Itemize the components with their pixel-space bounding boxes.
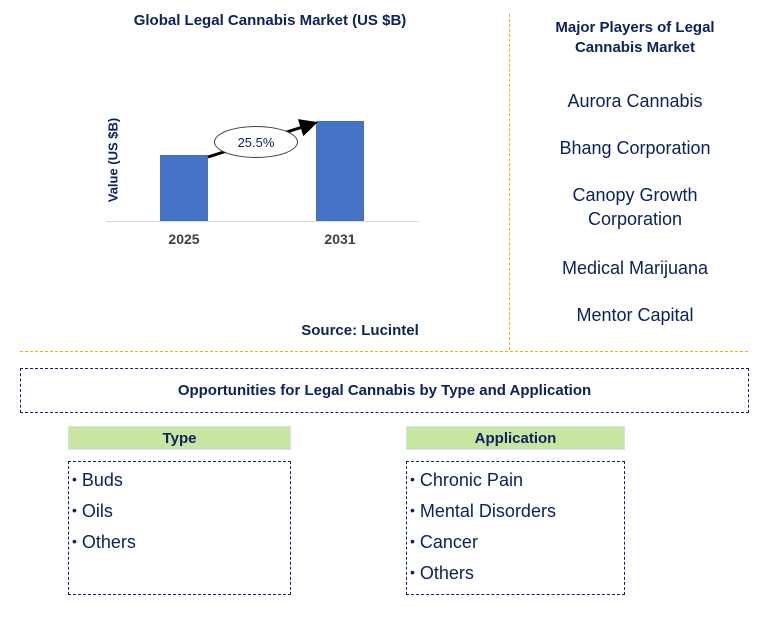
application-header: Application bbox=[406, 426, 625, 450]
horizontal-divider bbox=[20, 351, 748, 352]
source-label: Source: Lucintel bbox=[301, 322, 419, 339]
y-axis-label: Value (US $B) bbox=[105, 117, 121, 203]
application-list: Chronic Pain Mental Disorders Cancer Oth… bbox=[406, 461, 625, 595]
bar-2031 bbox=[316, 121, 364, 221]
player-item: Aurora Cannabis bbox=[567, 91, 703, 111]
cagr-label: 25.5% bbox=[214, 126, 298, 158]
x-tick-2031: 2031 bbox=[324, 231, 356, 247]
type-item: Buds bbox=[72, 464, 290, 495]
x-axis-line bbox=[106, 221, 419, 222]
application-item: Chronic Pain bbox=[410, 464, 624, 495]
application-item: Others bbox=[410, 557, 624, 588]
type-list: Buds Oils Others bbox=[68, 461, 291, 595]
player-item: Medical Marijuana bbox=[561, 258, 709, 278]
type-item: Others bbox=[72, 526, 290, 557]
player-item: Mentor Capital bbox=[576, 305, 694, 325]
players-title: Major Players of Legal Cannabis Market bbox=[555, 19, 715, 56]
x-tick-2025: 2025 bbox=[168, 231, 200, 247]
type-item: Oils bbox=[72, 495, 290, 526]
vertical-divider bbox=[509, 14, 510, 350]
application-item: Mental Disorders bbox=[410, 495, 624, 526]
chart-title: Global Legal Cannabis Market (US $B) bbox=[133, 12, 407, 29]
application-item: Cancer bbox=[410, 526, 624, 557]
player-item: Bhang Corporation bbox=[559, 138, 711, 158]
bar-2025 bbox=[160, 155, 208, 221]
type-header: Type bbox=[68, 426, 291, 450]
opportunities-title: Opportunities for Legal Cannabis by Type… bbox=[20, 368, 749, 413]
player-item: Canopy Growth Corporation bbox=[572, 185, 698, 229]
